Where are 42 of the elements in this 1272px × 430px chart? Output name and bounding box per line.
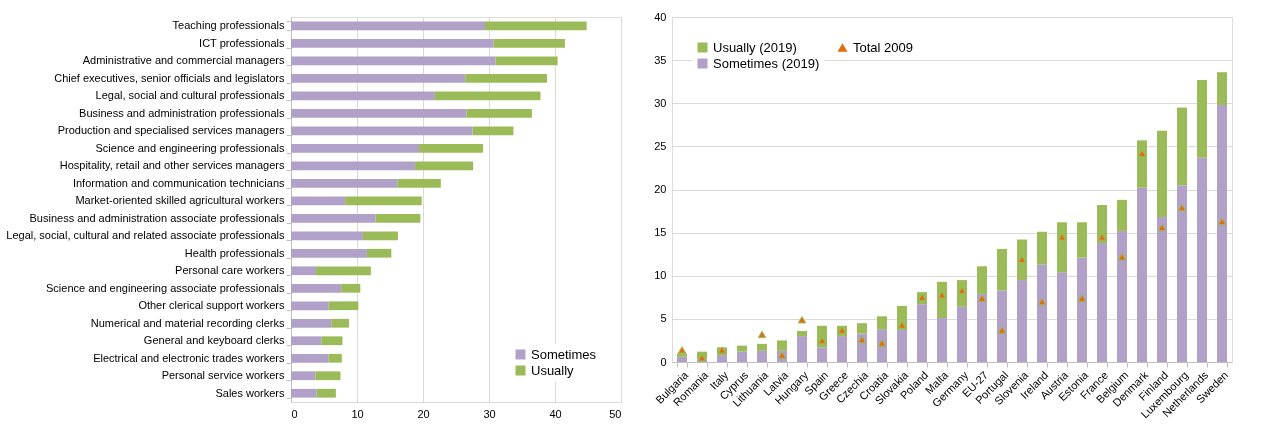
y-tick-label: Information and communication technicians	[72, 176, 285, 189]
y-tick-label: ICT professionals	[199, 36, 285, 49]
legend-label: Sometimes (2019)	[713, 55, 820, 71]
y-tick-label: Numerical and material recording clerks	[90, 316, 285, 329]
y-tick-label: 15	[654, 226, 667, 239]
y-tick-label: Health professionals	[184, 246, 285, 259]
x-tick-label: 30	[483, 407, 496, 420]
y-tick-label: Electrical and electronic trades workers	[93, 351, 285, 364]
x-tick-label: 20	[417, 407, 430, 420]
legend-label: Usually	[531, 362, 575, 378]
x-tick-label: 10	[351, 407, 364, 420]
y-tick-label: Legal, social and cultural professionals	[95, 89, 285, 102]
x-tick-label: 0	[291, 407, 298, 420]
y-tick-label: Hospitality, retail and other services managers	[59, 159, 285, 172]
y-tick-label: Business and administration associate professionals	[29, 211, 285, 224]
legend-label: Usually (2019)	[713, 39, 797, 55]
legend-label: Sometimes	[531, 346, 597, 362]
y-tick-label: Administrative and commercial managers	[82, 54, 285, 67]
y-tick-label: Legal, social, cultural and related associate professionals	[6, 229, 285, 242]
y-tick-label: Teaching professionals	[172, 19, 285, 32]
y-tick-label: 35	[654, 53, 667, 66]
y-tick-label: 10	[654, 269, 667, 282]
x-tick-label: 50	[609, 407, 622, 420]
y-tick-label: 0	[660, 355, 667, 368]
y-tick-label: Chief executives, senior officials and legislators	[54, 71, 285, 84]
y-tick-label: Science and engineering associate professionals	[46, 281, 285, 294]
y-tick-label: 20	[654, 183, 667, 195]
y-tick-label: Science and engineering professionals	[95, 141, 285, 154]
y-tick-label: Business and administration professionals	[79, 106, 285, 119]
y-tick-label: Sales workers	[215, 386, 285, 399]
y-tick-label: General and keyboard clerks	[143, 334, 285, 347]
y-tick-label: Production and specialised services managers	[57, 124, 285, 137]
x-tick-label: 40	[549, 407, 562, 420]
legend-label: Total 2009	[853, 39, 913, 55]
y-tick-label: Personal service workers	[161, 369, 285, 382]
y-tick-label: 5	[660, 312, 667, 325]
y-tick-label: 40	[654, 10, 667, 23]
y-tick-label: Other clerical support workers	[138, 299, 285, 312]
y-tick-label: Personal care workers	[175, 264, 285, 277]
y-tick-label: 30	[654, 96, 667, 109]
y-tick-label: Market-oriented skilled agricultural workers	[75, 194, 285, 207]
y-tick-label: 25	[654, 139, 667, 152]
